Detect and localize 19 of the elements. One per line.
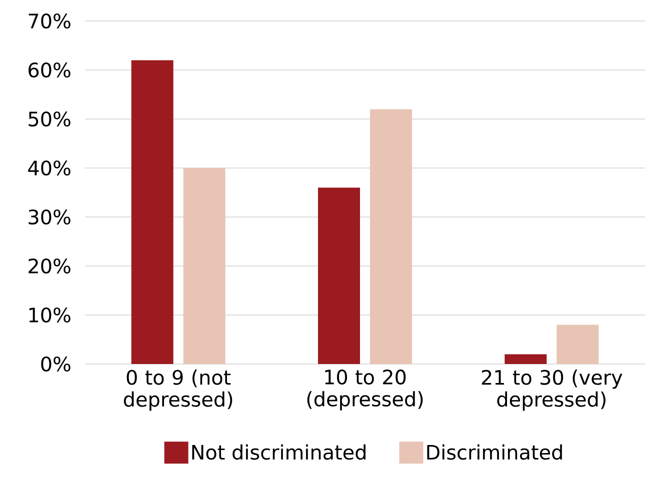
y-tick-label: 20% [28,258,70,274]
bar [318,188,360,364]
x-tick-label: 0 to 9 (not depressed) [124,370,232,411]
bar [183,168,226,364]
x-tick-label: 21 to 30 (very depressed) [482,370,622,411]
y-tick-label: 60% [28,62,70,78]
y-tick-label: 0% [41,356,70,372]
y-tick-label: 30% [28,209,70,225]
bar [504,354,547,364]
bar [131,60,174,364]
y-tick-label: 10% [29,307,70,323]
y-tick-label: 70% [28,13,70,29]
legend-label: Discriminated [427,444,562,460]
y-tick-label: 50% [28,111,70,127]
y-tick-label: 40% [28,160,70,176]
x-tick-label: 10 to 20 (depressed) [307,370,423,410]
bar [370,109,412,364]
legend-label: Not discriminated [192,444,366,460]
bar [556,324,599,364]
